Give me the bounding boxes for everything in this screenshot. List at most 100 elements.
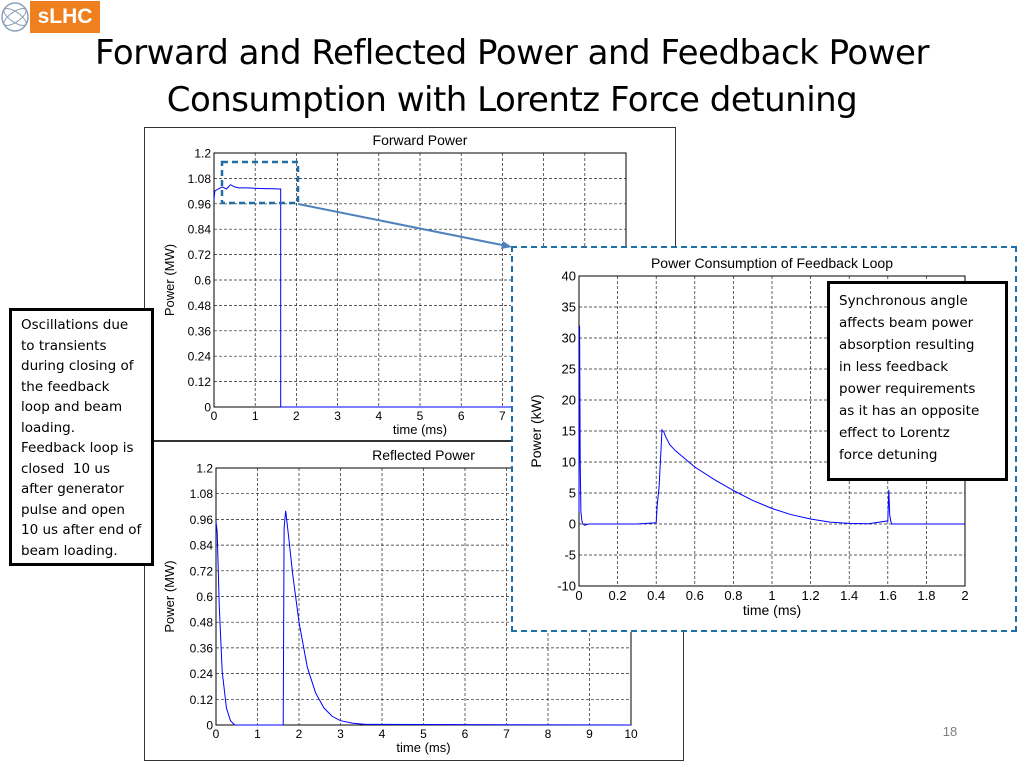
y-tick-label: 0 [569,517,576,532]
y-tick-label: 0.84 [188,223,212,237]
y-tick-label: -5 [564,548,576,563]
x-tick-label: 1.8 [917,588,935,603]
y-tick-label: 1.2 [194,147,211,161]
chart-title: Forward Power [373,132,468,148]
y-tick-label: 0.12 [190,693,214,707]
series-line [578,325,965,526]
x-tick-label: 1.6 [879,588,897,603]
cern-emblem-icon [1,2,29,32]
note-line: power requirements [839,381,976,397]
zoom-highlight-box [220,160,300,205]
x-tick-label: 0.4 [647,588,665,603]
y-tick-label: 0.72 [188,248,212,262]
y-tick-label: 0.12 [188,375,212,389]
x-axis-label: time (ms) [396,740,450,755]
note-line: loading. [21,419,76,436]
x-tick-label: 2 [296,727,303,741]
note-oscillations: Oscillations due to transients during cl… [9,308,154,566]
y-tick-label: 0.48 [188,299,212,313]
y-tick-label: 15 [562,424,576,439]
x-tick-label: 0.8 [724,588,742,603]
y-tick-label: -10 [557,579,576,594]
x-tick-label: 3 [337,727,344,741]
slide-title-line-1: Forward and Reflected Power and Feedback… [95,33,929,73]
x-tick-label: 0.2 [609,588,627,603]
slide-title: Forward and Reflected Power and Feedback… [60,30,964,124]
x-tick-label: 0 [211,409,218,423]
x-tick-label: 1.4 [840,588,858,603]
y-tick-label: 0.72 [190,564,214,578]
y-tick-label: 35 [562,300,576,315]
y-tick-label: 0.36 [188,324,212,338]
note-line: Feedback loop is [21,440,134,456]
x-tick-label: 9 [586,727,593,741]
x-tick-label: 7 [499,409,506,423]
x-tick-label: 1 [768,588,775,603]
y-tick-label: 0.6 [196,590,213,604]
slhc-logo: sLHC [0,0,100,33]
y-axis-label: Power (MW) [162,560,177,632]
note-line: the feedback [21,378,110,395]
x-tick-label: 4 [379,727,386,741]
note-line: in less feedback [839,359,949,375]
page-number: 18 [942,724,958,739]
y-tick-label: 0.96 [188,197,212,211]
note-line: pulse and open [21,501,125,518]
y-tick-label: 0 [204,401,211,415]
note-line: effect to Lorentz [839,425,950,441]
x-tick-label: 4 [375,409,382,423]
y-tick-label: 0.96 [190,513,214,527]
x-tick-label: 2 [961,588,968,603]
x-tick-label: 8 [545,727,552,741]
x-tick-label: 6 [458,409,465,423]
note-line: affects beam power [839,315,974,331]
x-tick-label: 1 [254,727,261,741]
y-tick-label: 1.2 [196,462,213,476]
note-line: after generator [21,481,124,497]
x-tick-label: 0 [213,727,220,741]
x-tick-label: 5 [417,409,424,423]
y-tick-label: 0 [206,719,213,733]
x-tick-label: 7 [503,727,510,741]
series-line [213,184,626,408]
y-tick-label: 0.84 [190,539,214,553]
y-axis-label: Power (kW) [528,394,544,467]
note-line: beam loading. [21,542,118,559]
y-axis-label: Power (MW) [162,244,177,316]
x-tick-label: 2 [293,409,300,423]
chart-title: Power Consumption of Feedback Loop [651,255,893,271]
y-tick-label: 40 [562,269,576,284]
y-tick-label: 0.24 [188,350,212,364]
x-tick-label: 5 [420,727,427,741]
y-tick-label: 0.24 [190,667,214,681]
x-tick-label: 1.2 [802,588,820,603]
note-line: Oscillations due [21,317,129,333]
y-tick-label: 0.6 [194,274,211,288]
note-line: closed 10 us [21,460,110,477]
chart-title: Reflected Power [372,447,475,463]
note-line: absorption resulting [839,337,975,353]
y-tick-label: 20 [562,393,576,408]
note-line: force detuning [839,447,938,463]
x-axis-label: time (ms) [393,422,447,437]
forward-power-chart: Forward Power 0 0.12 0.24 0.36 0.48 0.6 0.72 0.8… [162,132,627,437]
x-tick-label: 3 [334,409,341,423]
zoom-arrow-head [501,241,512,249]
note-line: Synchronous angle [839,293,968,309]
zoom-arrow [297,203,508,247]
y-tick-label: 30 [562,331,576,346]
y-tick-label: 0.48 [190,616,214,630]
x-tick-label: 0 [575,588,582,603]
y-tick-label: 0.36 [190,641,214,655]
x-tick-label: 6 [462,727,469,741]
x-tick-label: 1 [252,409,259,423]
note-line: to transients [21,337,107,354]
x-axis-label: time (ms) [743,602,801,618]
x-tick-label: 0.6 [686,588,704,603]
note-line: as it has an opposite [839,403,980,419]
slide-title-line-2: Consumption with Lorentz Force detuning [166,80,858,120]
x-tick-label: 10 [624,727,638,741]
note-line: 10 us after end of [21,522,142,538]
y-tick-label: 25 [562,362,576,377]
